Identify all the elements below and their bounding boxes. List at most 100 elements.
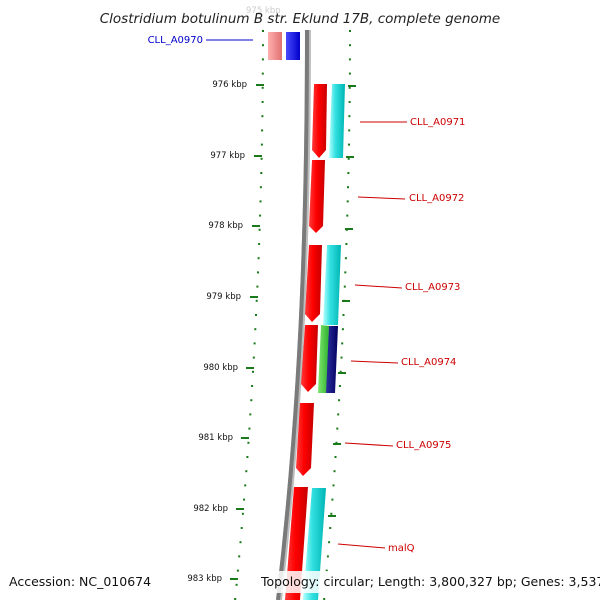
- gene-label[interactable]: malQ: [388, 543, 415, 554]
- ring-dot: [256, 285, 259, 288]
- ring-dot: [249, 413, 252, 416]
- label-cll-a0971[interactable]: CLL_A0971: [360, 117, 465, 128]
- ring-dot: [261, 58, 264, 61]
- tick-980: 980 kbp: [203, 363, 254, 373]
- ring-dot: [349, 44, 351, 47]
- leader-line: [357, 196, 406, 200]
- ring-dot: [245, 470, 248, 473]
- ring-dot: [343, 285, 346, 288]
- ring-dot: [250, 399, 253, 402]
- tick-label: 978 kbp: [208, 221, 243, 231]
- ring-dot: [341, 328, 344, 331]
- gene-cll-a0970-highlight[interactable]: [286, 32, 300, 60]
- gene-cll-a0971-forward[interactable]: [312, 84, 327, 158]
- ring-dot: [241, 512, 244, 515]
- gene-cll-a0973-forward[interactable]: [305, 245, 322, 322]
- ring-dot: [333, 470, 336, 473]
- ring-dot: [346, 214, 349, 217]
- label-cll-a0972[interactable]: CLL_A0972: [357, 193, 464, 204]
- ring-dot: [261, 101, 264, 103]
- ring-dot: [240, 527, 243, 529]
- ring-dot: [325, 569, 328, 572]
- gene-cll-a0974-green[interactable]: [318, 325, 329, 393]
- faded-tick-label: 975 kbp: [246, 6, 281, 16]
- label-cll-a0973[interactable]: CLL_A0973: [354, 282, 460, 293]
- ring-dot: [248, 427, 251, 430]
- label-cll-a0970[interactable]: CLL_A0970: [148, 35, 253, 46]
- ring-dot: [340, 356, 343, 359]
- ring-dot: [255, 299, 258, 302]
- gene-cll-a0971-reverse[interactable]: [329, 84, 345, 158]
- ring-dot: [339, 370, 342, 373]
- leader-line: [337, 543, 386, 549]
- ring-dot: [338, 385, 341, 387]
- footer-right-bg: [258, 571, 596, 593]
- ring-dot: [329, 527, 332, 529]
- tick-label: 983 kbp: [187, 574, 222, 584]
- ring-dot: [336, 427, 339, 430]
- label-cll-a0975[interactable]: CLL_A0975: [344, 440, 451, 451]
- ring-dot: [344, 257, 347, 260]
- gene-label[interactable]: CLL_A0974: [401, 357, 456, 368]
- gene-label[interactable]: CLL_A0971: [410, 117, 465, 128]
- ring-dot: [335, 441, 338, 444]
- gene-label[interactable]: CLL_A0973: [405, 282, 460, 293]
- label-malq[interactable]: malQ: [337, 543, 415, 554]
- ring-dot: [262, 44, 264, 47]
- ring-dot: [347, 172, 350, 174]
- gene-label[interactable]: CLL_A0970: [148, 35, 203, 46]
- gene-cll-a0972-forward[interactable]: [309, 160, 325, 233]
- tick-label: 982 kbp: [193, 504, 228, 514]
- tick-label: 977 kbp: [210, 151, 245, 161]
- tick-982: 982 kbp: [193, 504, 244, 514]
- ring-dot: [330, 512, 333, 515]
- tick-label: 979 kbp: [206, 292, 241, 302]
- ring-dot: [261, 72, 264, 75]
- ring-dot: [261, 129, 264, 132]
- ring-dot: [348, 58, 351, 61]
- tick-979: 979 kbp: [206, 292, 258, 302]
- ring-dot: [348, 72, 351, 75]
- ring-dot: [257, 271, 259, 274]
- gene-cll-a0974-forward[interactable]: [301, 325, 318, 392]
- ring-dot: [260, 157, 263, 160]
- outer-ring-dots: [234, 30, 264, 600]
- ring-dot: [252, 356, 255, 359]
- ring-dot: [251, 385, 254, 387]
- ring-dot: [346, 200, 349, 203]
- ring-dot: [331, 498, 334, 501]
- gene-cll-a0975-forward[interactable]: [296, 403, 314, 476]
- tick-label: 980 kbp: [203, 363, 238, 373]
- gene-cll-a0974-navy[interactable]: [326, 326, 338, 393]
- ring-dot: [348, 129, 351, 132]
- ring-dot: [254, 328, 257, 331]
- ring-dot: [334, 456, 337, 458]
- ring-dot: [347, 157, 350, 160]
- tick-label: 981 kbp: [198, 433, 233, 443]
- ring-dot: [332, 484, 335, 487]
- ring-dot: [247, 441, 250, 444]
- leader-line: [344, 442, 394, 447]
- ring-dot: [261, 86, 264, 89]
- ring-dot: [326, 555, 329, 558]
- ring-dot: [235, 583, 238, 586]
- label-cll-a0974[interactable]: CLL_A0974: [350, 357, 456, 368]
- ring-dot: [341, 342, 344, 345]
- leader-line: [350, 360, 399, 364]
- ring-dot: [257, 257, 260, 260]
- map-title: Clostridium botulinum B str. Eklund 17B,…: [100, 11, 500, 27]
- gene-cll-a0973-reverse[interactable]: [323, 245, 341, 325]
- ring-dot: [259, 214, 262, 217]
- ring-dot: [258, 228, 261, 231]
- ring-dot: [344, 271, 347, 274]
- gene-cll-a0970-forward[interactable]: [268, 32, 282, 60]
- gene-label[interactable]: CLL_A0975: [396, 440, 451, 451]
- gene-label[interactable]: CLL_A0972: [409, 193, 464, 204]
- tick-label: 976 kbp: [212, 80, 247, 90]
- ring-dot: [348, 143, 350, 146]
- tick-977: 977 kbp: [210, 151, 262, 161]
- ring-dot: [258, 243, 261, 245]
- tick-983: 983 kbp: [187, 574, 238, 584]
- ring-dot: [253, 342, 256, 345]
- ring-dot: [260, 143, 263, 146]
